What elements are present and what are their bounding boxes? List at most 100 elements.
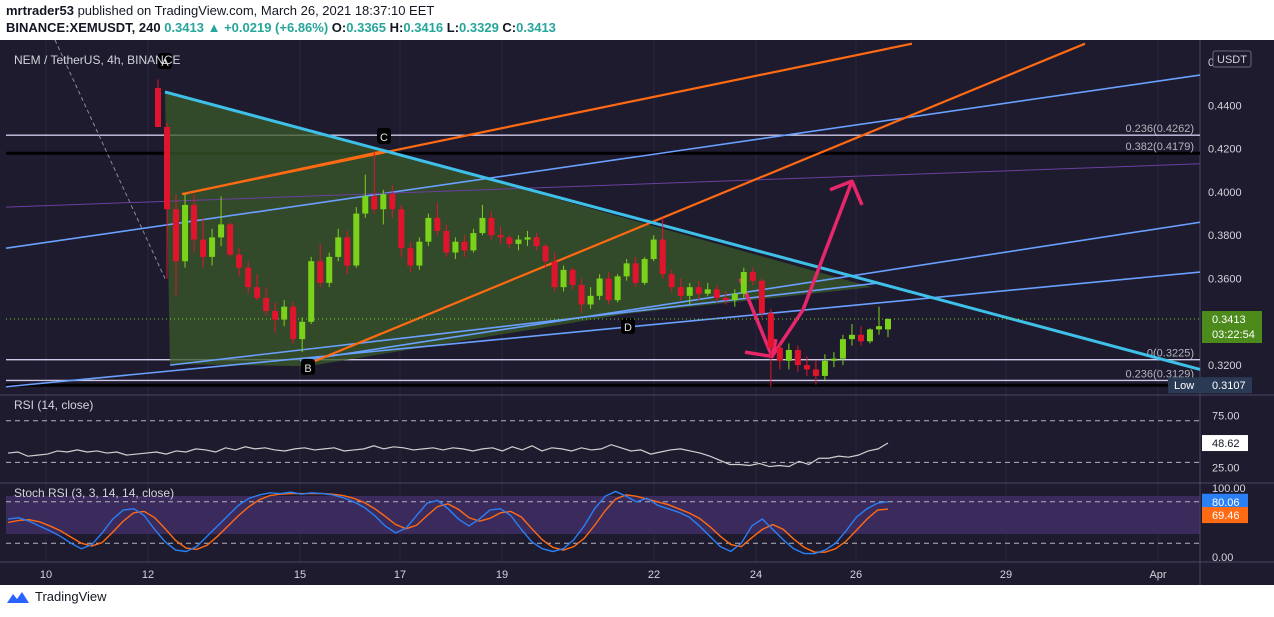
candle-body (344, 237, 351, 266)
stoch-tick-0: 0.00 (1212, 552, 1233, 564)
x-tick-0: 10 (40, 569, 52, 581)
chart-title: NEM / TetherUS, 4h, BINANCE (14, 53, 181, 67)
candle-body (416, 241, 423, 266)
price-label-bg (1202, 311, 1262, 344)
tradingview-footer: TradingView (6, 589, 107, 604)
candle-body (857, 334, 864, 342)
currency-badge-bg (1212, 50, 1252, 68)
candle-body (218, 224, 225, 238)
x-tick-7: 26 (850, 569, 862, 581)
candle-body (605, 278, 612, 301)
candle-body (506, 237, 513, 244)
candle-body (515, 239, 522, 244)
candle-body (407, 248, 414, 266)
dashed-guide-line (54, 40, 166, 279)
fib-label-2: 0(0.3225) (1147, 348, 1194, 360)
candle-body (587, 295, 594, 305)
candle-body (254, 287, 261, 299)
candle-body (885, 319, 891, 330)
stoch-rsi-label: Stoch RSI (3, 3, 14, 14, close) (14, 486, 174, 500)
close-value: 0.3413 (516, 20, 556, 35)
pattern-point-B: B (304, 363, 311, 375)
candle-body (353, 213, 360, 266)
y-tick-0: 0.4400 (1208, 100, 1242, 112)
open-label: O: (331, 20, 347, 35)
candle-body (632, 263, 639, 283)
ohlc-line: BINANCE:XEMUSDT, 240 0.3413 ▲ +0.0219 (+… (6, 20, 556, 35)
candle-body (236, 254, 243, 268)
candle-body (308, 261, 315, 322)
author-name[interactable]: mrtrader53 (6, 3, 74, 18)
x-tick-6: 24 (750, 569, 762, 581)
price-chart[interactable]: 0.236(0.4262)0.382(0.4179)0(0.3225)0.236… (0, 40, 1274, 585)
close-label: C: (502, 20, 517, 35)
candle-body (497, 235, 504, 238)
candle-body (317, 261, 324, 283)
purple-guide-line (5, 163, 1201, 208)
pattern-point-A: A (161, 57, 169, 69)
candle-body (794, 349, 801, 366)
x-tick-3: 17 (394, 569, 406, 581)
candle-body (380, 194, 387, 210)
candle-body (776, 347, 783, 361)
channel-line-0 (5, 74, 1201, 250)
candle-body (785, 349, 792, 361)
candle-body (812, 369, 819, 376)
low-value: 0.3329 (459, 20, 499, 35)
candle-body (542, 246, 549, 262)
candle-body (335, 237, 342, 257)
candle-body (875, 326, 882, 330)
rsi-value-bg (1202, 435, 1248, 452)
candle-body (470, 233, 477, 251)
price-label: 0.3413 (1212, 314, 1246, 326)
candle-body (326, 256, 333, 283)
candle-body (182, 204, 189, 262)
candle-body (551, 261, 558, 288)
candle-body (533, 237, 540, 247)
low-label-bg (1168, 377, 1252, 394)
candle-body (821, 360, 828, 376)
y-tick-3: 0.3800 (1208, 230, 1242, 242)
projection-arrowhead-down (744, 338, 778, 359)
candle-body (659, 239, 666, 275)
candle-body (263, 298, 270, 311)
stoch-d-line (7, 492, 889, 553)
candle-body (596, 278, 603, 296)
channel-line-1 (5, 271, 1201, 388)
stoch-k-value-bg (1202, 493, 1248, 510)
published-text: published on TradingView.com, March 26, … (77, 3, 435, 18)
publish-line: mrtrader53 published on TradingView.com,… (6, 3, 434, 18)
x-tick-5: 22 (648, 569, 660, 581)
symbol-label: BINANCE:XEMUSDT, 240 (6, 20, 161, 35)
stoch-k-line (7, 490, 889, 555)
low-label: L: (446, 20, 460, 35)
y-tick-5: 0.3200 (1208, 360, 1242, 372)
axes-layer: 0.44000.42000.40000.38000.36000.32000.46… (40, 50, 1262, 581)
candle-body (767, 313, 774, 348)
y-tick-4: 0.3600 (1208, 274, 1242, 286)
candle-body (371, 196, 378, 210)
footer-brand[interactable]: TradingView (35, 589, 107, 604)
candle-body (704, 289, 711, 294)
candle-body (227, 224, 234, 255)
candle-body (650, 239, 657, 260)
last-price: 0.3413 (164, 20, 204, 35)
candle-body (866, 329, 873, 342)
candle-body (200, 239, 207, 257)
candle-body (398, 209, 405, 249)
stoch-k-value: 80.06 (1212, 497, 1240, 509)
candle-body (245, 267, 252, 288)
pattern-point-bg-C (377, 128, 391, 144)
candle-body (272, 310, 279, 320)
pattern-point-D: D (624, 322, 632, 334)
candle-body (731, 293, 738, 301)
pattern-point-C: C (380, 132, 388, 144)
candle-body (749, 272, 756, 281)
candle-body (830, 358, 837, 361)
descending-trendline (164, 90, 1201, 371)
x-tick-9: Apr (1149, 569, 1166, 581)
candle-body (290, 306, 297, 340)
fib-label-1: 0.382(0.4179) (1126, 141, 1195, 153)
rsi-value: 48.62 (1212, 438, 1240, 450)
stoch-band (6, 496, 1200, 534)
